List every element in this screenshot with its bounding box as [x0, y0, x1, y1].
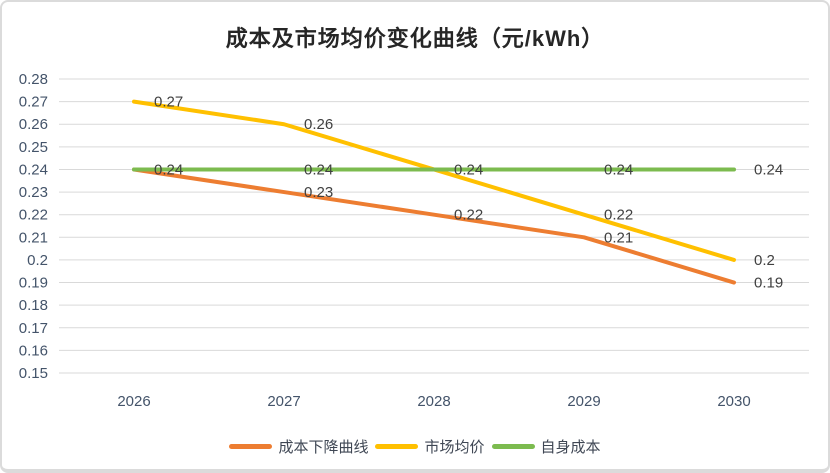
x-tick-label: 2027	[267, 393, 300, 410]
legend-label-cost-decline-curve: 成本下降曲线	[278, 439, 369, 456]
y-tick-label: 0.24	[19, 161, 48, 178]
y-tick-label: 0.18	[19, 297, 48, 314]
data-label-market-average-price: 0.26	[304, 116, 333, 133]
y-tick-label: 0.19	[19, 275, 48, 292]
legend-item-self-cost: 自身成本	[491, 436, 601, 457]
data-label-market-average-price: 0.27	[154, 94, 183, 111]
legend-marker-cost-decline-curve	[229, 444, 273, 449]
legend-marker-market-average-price	[375, 444, 419, 449]
y-tick-label: 0.17	[19, 320, 48, 337]
data-label-market-average-price: 0.24	[454, 161, 483, 178]
y-tick-label: 0.25	[19, 139, 48, 156]
chart-legend: 成本下降曲线 市场均价 自身成本	[2, 436, 828, 457]
x-tick-label: 2030	[717, 393, 750, 410]
data-label-self-cost: 0.24	[754, 161, 783, 178]
legend-item-market-average-price: 市场均价	[375, 436, 485, 457]
data-label-cost-decline-curve: 0.21	[604, 229, 633, 246]
y-tick-label: 0.28	[19, 71, 48, 88]
y-tick-label: 0.21	[19, 229, 48, 246]
x-tick-label: 2029	[567, 393, 600, 410]
legend-label-market-average-price: 市场均价	[424, 439, 485, 456]
legend-marker-self-cost	[491, 444, 535, 449]
data-label-cost-decline-curve: 0.22	[454, 207, 483, 224]
y-tick-label: 0.26	[19, 116, 48, 133]
legend-label-self-cost: 自身成本	[540, 439, 601, 456]
x-tick-label: 2028	[417, 393, 450, 410]
data-label-cost-decline-curve: 0.23	[304, 184, 333, 201]
y-tick-label: 0.22	[19, 207, 48, 224]
y-tick-label: 0.27	[19, 94, 48, 111]
data-label-self-cost: 0.24	[304, 161, 333, 178]
data-label-cost-decline-curve: 0.24	[154, 161, 183, 178]
series-line-market-average-price	[132, 99, 736, 262]
y-tick-label: 0.2	[27, 252, 48, 269]
data-label-cost-decline-curve: 0.19	[754, 275, 783, 292]
legend-item-cost-decline-curve: 成本下降曲线	[229, 436, 368, 457]
chart-title: 成本及市场均价变化曲线（元/kWh）	[225, 26, 605, 51]
x-tick-label: 2026	[117, 393, 150, 410]
data-label-market-average-price: 0.2	[754, 252, 775, 269]
data-label-self-cost: 0.24	[604, 161, 633, 178]
y-tick-label: 0.16	[19, 342, 48, 359]
y-tick-label: 0.23	[19, 184, 48, 201]
series-line-cost-decline-curve	[132, 167, 736, 285]
y-tick-label: 0.15	[19, 365, 48, 382]
data-label-market-average-price: 0.22	[604, 207, 633, 224]
